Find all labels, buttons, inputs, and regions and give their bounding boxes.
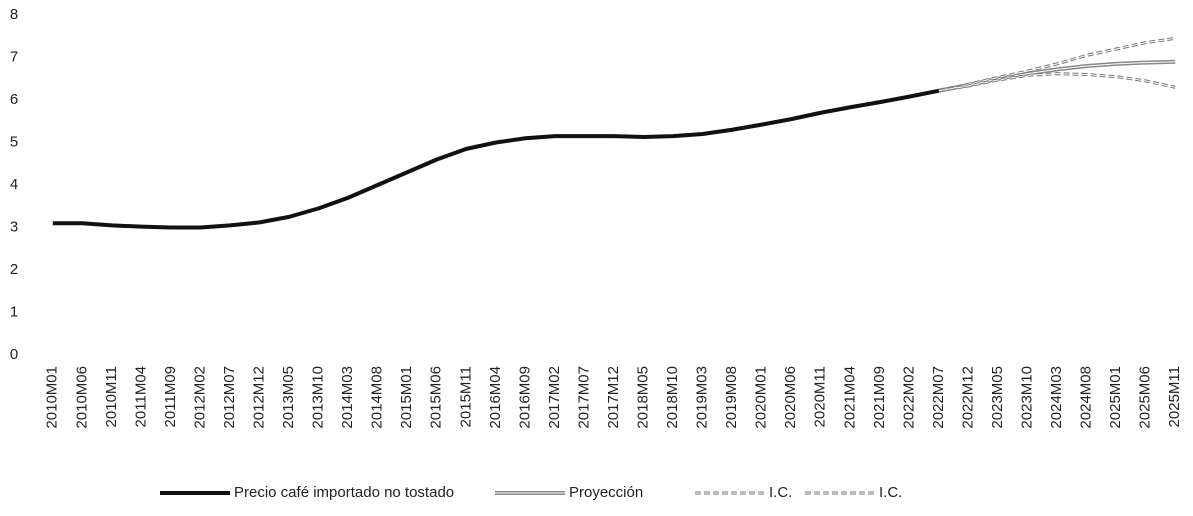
x-tick-label: 2021M09 [871, 366, 888, 429]
legend-label: Precio café importado no tostado [234, 484, 454, 501]
y-tick-label: 0 [10, 346, 18, 363]
x-tick-label: 2012M02 [191, 366, 208, 429]
series-line-inner [938, 37, 1176, 92]
x-tick-label: 2020M06 [782, 366, 799, 429]
x-tick-label: 2017M12 [605, 366, 622, 429]
x-tick-label: 2019M03 [694, 366, 711, 429]
x-tick-label: 2018M10 [664, 366, 681, 429]
y-tick-label: 8 [10, 6, 18, 23]
x-tick-label: 2018M05 [635, 366, 652, 429]
x-tick-label: 2025M01 [1107, 366, 1124, 429]
x-tick-label: 2010M01 [44, 366, 61, 429]
x-tick-label: 2023M10 [1019, 366, 1036, 429]
x-tick-label: 2014M08 [369, 366, 386, 429]
x-tick-label: 2017M07 [575, 366, 592, 429]
series-line-inner [938, 61, 1176, 92]
x-tick-label: 2025M06 [1137, 366, 1154, 429]
x-tick-label: 2019M08 [723, 366, 740, 429]
x-tick-label: 2012M12 [251, 366, 268, 429]
x-tick-label: 2016M04 [487, 366, 504, 429]
x-tick-label: 2024M08 [1078, 366, 1095, 429]
y-tick-label: 2 [10, 261, 18, 278]
x-tick-label: 2015M01 [398, 366, 415, 429]
x-tick-label: 2023M05 [989, 366, 1006, 429]
x-tick-label: 2022M12 [959, 366, 976, 429]
x-tick-label: 2021M04 [841, 366, 858, 429]
y-tick-label: 1 [10, 303, 18, 320]
x-tick-label: 2024M03 [1048, 366, 1065, 429]
x-tick-label: 2012M07 [221, 366, 238, 429]
y-tick-label: 4 [10, 176, 18, 193]
x-tick-label: 2020M01 [753, 366, 770, 429]
series-line [938, 59, 1176, 93]
x-tick-label: 2013M05 [280, 366, 297, 429]
x-tick-label: 2015M11 [457, 366, 474, 427]
legend-label: Proyección [569, 484, 643, 501]
x-tick-label: 2020M11 [812, 366, 829, 427]
x-tick-label: 2017M02 [546, 366, 563, 429]
x-tick-label: 2022M02 [900, 366, 917, 429]
x-tick-label: 2011M04 [132, 366, 149, 427]
x-tick-label: 2010M06 [73, 366, 90, 429]
y-tick-label: 6 [10, 91, 18, 108]
y-tick-label: 3 [10, 218, 18, 235]
series-line [52, 88, 940, 230]
x-tick-label: 2022M07 [930, 366, 947, 429]
y-tick-label: 5 [10, 133, 18, 150]
y-tick-label: 7 [10, 48, 18, 65]
x-tick-label: 2014M03 [339, 366, 356, 429]
x-tick-label: 2013M10 [310, 366, 327, 429]
legend-label: I.C. [879, 484, 902, 501]
x-tick-label: 2015M06 [428, 366, 445, 429]
x-tick-label: 2010M11 [103, 366, 120, 427]
x-tick-label: 2016M09 [516, 366, 533, 429]
series-line-inner [938, 73, 1176, 92]
legend-label: I.C. [769, 484, 792, 501]
x-tick-label: 2011M09 [162, 366, 179, 427]
x-tick-label: 2025M11 [1166, 366, 1183, 427]
